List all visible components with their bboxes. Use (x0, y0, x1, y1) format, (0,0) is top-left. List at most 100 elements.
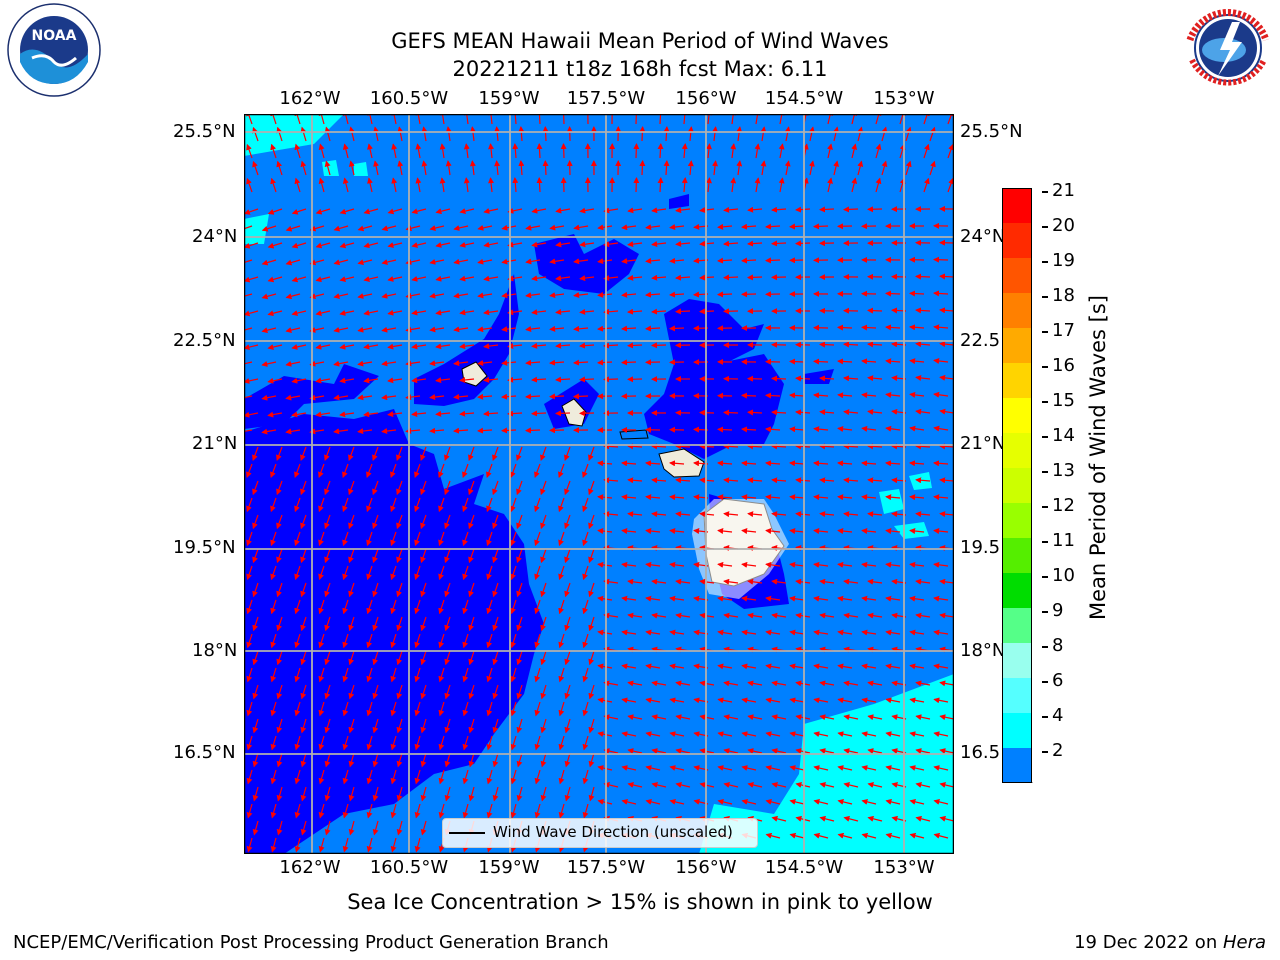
wave-direction-arrow (536, 143, 543, 159)
wave-direction-arrow (885, 528, 901, 535)
wave-direction-arrow (252, 514, 259, 530)
colorbar-segment (1002, 713, 1032, 748)
wave-direction-arrow (261, 225, 277, 232)
wave-direction-arrow (516, 752, 523, 768)
wave-direction-arrow (536, 114, 543, 125)
wave-direction-arrow (300, 650, 307, 666)
wave-direction-arrow (771, 375, 787, 382)
wave-direction-arrow (486, 735, 493, 751)
wave-direction-arrow (510, 633, 517, 649)
wave-direction-arrow (819, 206, 835, 213)
colorbar-tick-mark (1042, 681, 1048, 683)
wave-direction-arrow (414, 803, 421, 819)
wave-direction-arrow (747, 748, 763, 755)
wave-direction-arrow (837, 358, 853, 365)
wave-direction-arrow (795, 206, 811, 213)
wave-direction-arrow (294, 463, 301, 479)
wave-direction-arrow (699, 207, 715, 214)
island-maui (658, 448, 705, 478)
wave-direction-arrow (675, 714, 691, 721)
wave-direction-arrow (675, 612, 691, 619)
wave-direction-arrow (843, 714, 859, 721)
wave-direction-arrow (915, 748, 931, 755)
colorbar-tick-mark (1042, 611, 1048, 613)
wave-direction-arrow (819, 375, 835, 382)
wave-direction-arrow (486, 667, 493, 683)
wave-direction-arrow (366, 701, 373, 717)
wave-direction-arrow (488, 143, 495, 159)
colorbar-tick-mark (1042, 366, 1048, 368)
wave-direction-arrow (564, 446, 571, 462)
wave-direction-arrow (348, 650, 355, 666)
wave-direction-arrow (483, 241, 499, 248)
wave-direction-arrow (261, 259, 277, 266)
wave-direction-arrow (357, 360, 373, 367)
wave-direction-arrow (560, 177, 567, 193)
wave-direction-arrow (468, 650, 475, 666)
wave-direction-arrow (564, 752, 571, 768)
wave-direction-arrow (486, 701, 493, 717)
wave-direction-arrow (492, 582, 499, 598)
wave-direction-arrow (564, 582, 571, 598)
wave-direction-arrow (276, 752, 283, 768)
wave-direction-arrow (813, 426, 829, 433)
wave-direction-arrow (837, 629, 853, 636)
wave-direction-arrow (621, 697, 637, 704)
wave-direction-arrow (669, 731, 685, 738)
colorbar-tick-mark (1042, 296, 1048, 298)
wave-direction-arrow (915, 612, 931, 619)
wave-direction-arrow (819, 782, 835, 788)
wave-direction-arrow (285, 360, 301, 367)
wave-direction-arrow (765, 223, 781, 230)
wave-direction-arrow (754, 143, 761, 159)
wave-direction-arrow (366, 803, 373, 819)
wave-direction-arrow (276, 548, 283, 564)
wave-direction-arrow (324, 650, 331, 666)
wave-direction-arrow (730, 177, 737, 193)
wave-direction-arrow (525, 326, 541, 333)
wave-direction-arrow (492, 650, 499, 666)
wave-direction-arrow (294, 735, 301, 751)
wave-direction-arrow (747, 511, 763, 518)
wave-direction-arrow (597, 325, 613, 332)
wave-direction-arrow (534, 531, 541, 547)
wave-direction-arrow (318, 531, 325, 547)
wave-direction-arrow (867, 408, 883, 415)
wave-direction-arrow (270, 463, 277, 479)
wave-direction-arrow (291, 276, 307, 283)
wave-direction-arrow (252, 616, 259, 632)
wave-direction-arrow (381, 394, 397, 401)
wave-direction-arrow (411, 343, 427, 350)
wave-direction-arrow (342, 701, 349, 717)
wave-direction-arrow (276, 514, 283, 530)
wave-direction-arrow (276, 446, 283, 462)
wave-direction-arrow (675, 511, 691, 518)
wave-direction-arrow (717, 595, 733, 602)
wave-direction-arrow (342, 803, 349, 819)
wave-direction-arrow (381, 428, 397, 435)
wave-direction-arrow (627, 714, 643, 721)
wave-direction-arrow (318, 667, 325, 683)
wave-direction-arrow (699, 680, 715, 687)
wave-direction-arrow (669, 765, 685, 771)
wave-direction-arrow (699, 612, 715, 619)
wave-direction-arrow (827, 177, 833, 193)
wave-direction-arrow (558, 497, 565, 513)
colorbar-tick-mark (1042, 226, 1048, 228)
wave-direction-arrow (294, 633, 301, 649)
wave-direction-arrow (555, 410, 571, 417)
wave-direction-arrow (933, 697, 949, 704)
wave-direction-arrow (861, 358, 877, 365)
wave-direction-arrow (813, 731, 829, 738)
wave-direction-arrow (270, 701, 277, 717)
wave-direction-arrow (246, 633, 253, 649)
wave-direction-arrow (717, 731, 733, 738)
wave-direction-arrow (439, 177, 446, 193)
footer-host: Hera (1222, 932, 1266, 953)
wave-direction-arrow (789, 595, 805, 602)
colorbar-segment (1002, 538, 1032, 573)
wave-direction-arrow (558, 531, 565, 547)
wave-direction-arrow (861, 425, 877, 432)
wave-direction-arrow (372, 786, 379, 802)
wave-direction-arrow (867, 375, 883, 382)
